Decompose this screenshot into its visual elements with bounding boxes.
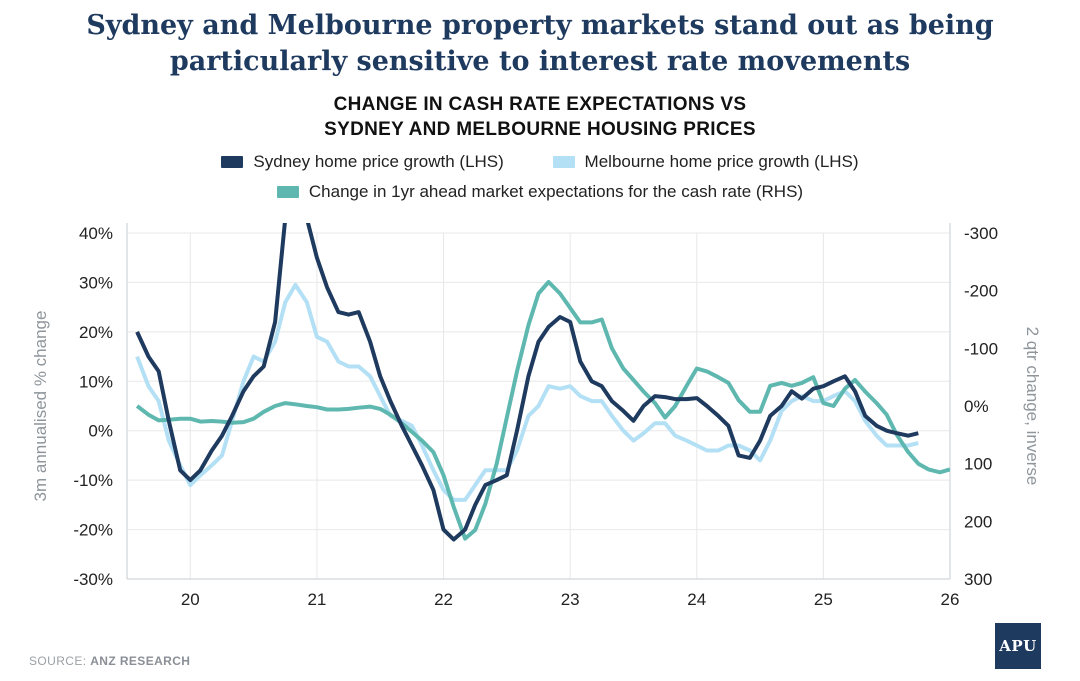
y-tick-label-left: 0% [88,422,113,441]
headline-line-1: Sydney and Melbourne property markets st… [86,10,994,41]
y-tick-label-right: 100 [964,455,992,474]
legend-item-sydney: Sydney home price growth (LHS) [221,151,504,172]
x-tick-label: 26 [941,590,960,609]
legend-swatch-expectations [276,186,299,199]
legend-swatch-sydney [221,156,244,169]
subtitle-line-2: SYDNEY AND MELBOURNE HOUSING PRICES [324,119,756,140]
y-tick-label-right: -300 [964,224,998,243]
x-tick-label: 23 [561,590,580,609]
y-tick-label-left: 10% [79,372,113,391]
y-axis-title-right: 2 qtr change, inverse [1023,327,1042,486]
source-prefix: SOURCE: [29,654,91,668]
y-tick-label-left: 40% [79,224,113,243]
apu-logo: APU [995,623,1041,669]
legend-row-1: Sydney home price growth (LHS) Melbourne… [0,151,1080,172]
y-tick-label-right: 300 [964,570,992,589]
series-line-melbourne [135,282,919,502]
y-tick-label-left: -20% [73,521,113,540]
x-tick-label: 21 [307,590,326,609]
legend-label-melbourne: Melbourne home price growth (LHS) [584,151,859,171]
chart-subtitle: CHANGE IN CASH RATE EXPECTATIONS VS SYDN… [0,92,1080,142]
source-name: ANZ RESEARCH [90,654,191,668]
y-tick-label-right: -200 [964,282,998,301]
y-tick-label-left: 20% [79,323,113,342]
legend-item-melbourne: Melbourne home price growth (LHS) [552,151,859,172]
y-tick-label-left: -30% [73,570,113,589]
legend-label-expectations: Change in 1yr ahead market expectations … [308,181,804,201]
y-tick-label-right: -100 [964,339,998,358]
x-tick-label: 22 [434,590,453,609]
y-tick-label-left: -10% [73,471,113,490]
series-line-sydney [135,223,919,542]
y-tick-label-right: 0% [964,397,989,416]
legend-item-expectations: Change in 1yr ahead market expectations … [276,181,804,202]
y-tick-label-left: 30% [79,273,113,292]
legend-swatch-melbourne [552,156,575,169]
legend-label-sydney: Sydney home price growth (LHS) [253,151,504,171]
x-tick-label: 24 [687,590,706,609]
y-axis-title-left: 3m annualised % change [31,311,50,502]
headline-line-2: particularly sensitive to interest rate … [169,46,911,77]
headline: Sydney and Melbourne property markets st… [0,8,1080,80]
subtitle-line-1: CHANGE IN CASH RATE EXPECTATIONS VS [333,94,747,115]
line-chart: 40% 30% 20% 10% 0% -10% -20% -30% -300 -200 -100 0%… [31,223,1042,609]
series-line-expectations [135,280,950,541]
source-note: SOURCE: ANZ RESEARCH [29,654,190,668]
x-tick-label: 20 [181,590,200,609]
legend-row-2: Change in 1yr ahead market expectations … [0,181,1080,202]
x-tick-label: 25 [814,590,833,609]
y-tick-label-right: 200 [964,512,992,531]
